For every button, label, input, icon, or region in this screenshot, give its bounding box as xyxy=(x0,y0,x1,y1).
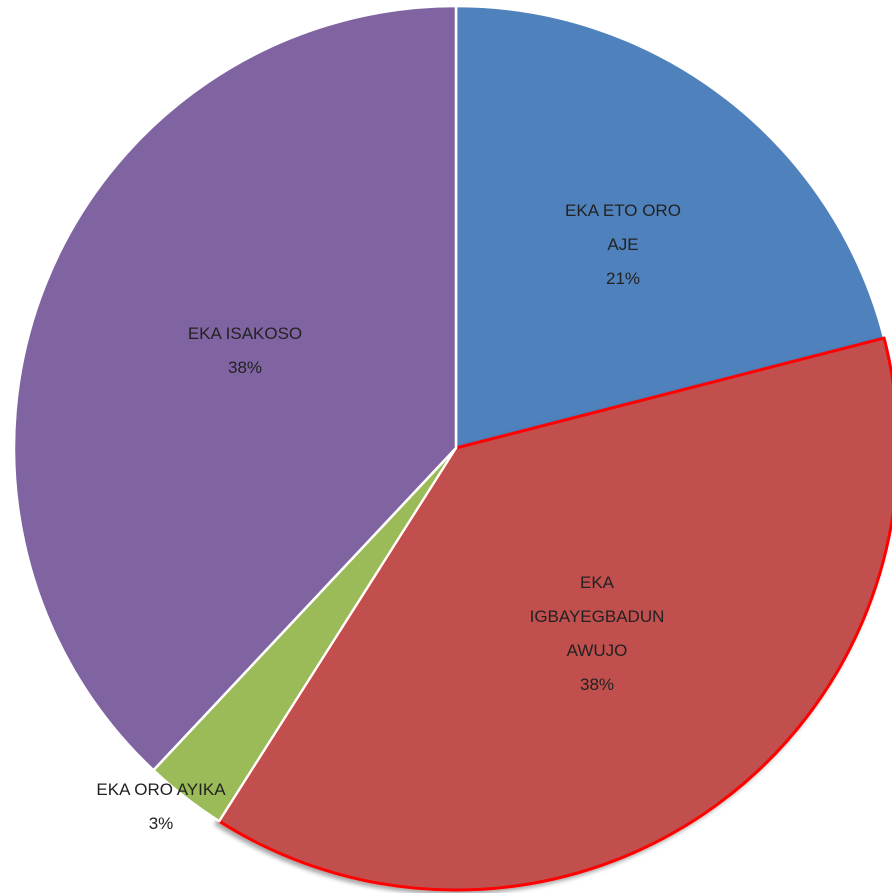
percent-label: 21% xyxy=(605,269,641,288)
slice-label: EKA ISAKOSO 38% xyxy=(170,317,320,385)
percent-label: 3% xyxy=(148,814,174,833)
percent-label: 38% xyxy=(227,358,263,377)
pie-slice xyxy=(12,4,458,772)
pie-slice xyxy=(454,4,886,450)
pie-slice xyxy=(217,336,892,892)
category-name: EKA IGBAYEGBADUN AWUJO xyxy=(529,573,665,660)
category-name: EKA ORO AYIKA xyxy=(96,780,226,799)
category-name: EKA ETO ORO AJE xyxy=(565,201,681,254)
slice-label: EKA IGBAYEGBADUN AWUJO 38% xyxy=(522,566,672,702)
slice-label: EKA ORO AYIKA 3% xyxy=(86,773,236,841)
category-name: EKA ISAKOSO xyxy=(187,324,303,343)
percent-label: 38% xyxy=(579,675,615,694)
slice-label: EKA ETO ORO AJE 21% xyxy=(548,194,698,296)
